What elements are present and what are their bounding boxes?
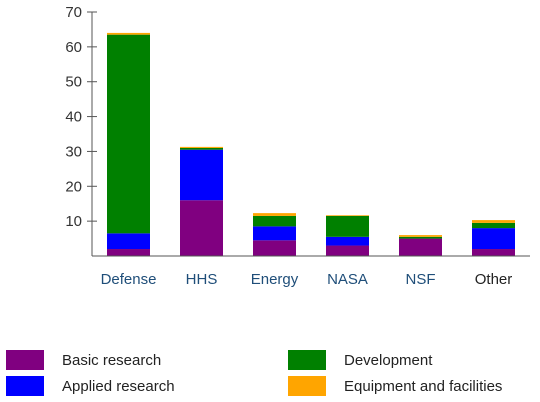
y-tick-label: 20 <box>65 178 82 195</box>
legend-label-development: Development <box>344 351 433 369</box>
x-category-label: Energy <box>251 271 299 288</box>
bar-segment <box>472 222 515 229</box>
legend: Basic research Applied research Developm… <box>0 340 540 400</box>
x-labels-group: Defense HHS Energy NASA NSF Other <box>101 271 513 288</box>
bar-segment <box>107 233 150 250</box>
legend-item-basic-research: Basic research <box>6 348 161 372</box>
bar-segment <box>326 215 369 237</box>
x-category-label: Defense <box>101 271 157 288</box>
y-tick-label: 70 <box>65 4 82 21</box>
y-tick-label: 40 <box>65 109 82 126</box>
bar-segment <box>399 238 442 256</box>
stacked-bar-chart: 10 20 30 40 50 60 70 Defense HHS Energy NASA NSF Ot… <box>65 4 530 288</box>
bar-segment <box>253 215 296 227</box>
bar-segment <box>326 215 369 216</box>
legend-swatch-equipment-and-facilities <box>288 376 326 396</box>
bar-segment <box>472 228 515 250</box>
bar-segment <box>180 149 223 201</box>
legend-item-applied-research: Applied research <box>6 374 175 398</box>
y-tick-label: 50 <box>65 74 82 91</box>
legend-label-basic-research: Basic research <box>62 351 162 369</box>
y-tick-label: 60 <box>65 39 82 56</box>
legend-swatch-basic-research <box>6 350 44 370</box>
legend-item-equipment-and-facilities: Equipment and facilities <box>288 374 502 398</box>
y-tick-label: 30 <box>65 143 82 160</box>
bar-segment <box>253 240 296 256</box>
legend-item-development: Development <box>288 348 432 372</box>
y-ticks-group: 10 20 30 40 50 60 70 <box>65 4 97 230</box>
legend-swatch-applied-research <box>6 376 44 396</box>
x-category-label: NSF <box>406 271 436 288</box>
bar-segment <box>180 146 223 148</box>
y-tick-label: 10 <box>65 213 82 230</box>
bars-group <box>107 32 515 256</box>
bar-segment <box>472 220 515 223</box>
bar-segment <box>326 236 369 246</box>
x-category-label: HHS <box>186 271 218 288</box>
bar-segment <box>107 32 150 35</box>
x-category-label: NASA <box>327 271 368 288</box>
bar-segment <box>253 226 296 241</box>
bar-segment <box>399 235 442 237</box>
legend-label-applied-research: Applied research <box>62 377 175 395</box>
bar-segment <box>253 213 296 216</box>
bar-segment <box>107 249 150 256</box>
x-category-label: Other <box>475 271 513 288</box>
legend-swatch-development <box>288 350 326 370</box>
bar-segment <box>107 34 150 234</box>
bar-segment <box>180 147 223 150</box>
legend-label-equipment-and-facilities: Equipment and facilities <box>344 377 503 395</box>
bar-segment <box>180 200 223 256</box>
bar-segment <box>472 249 515 256</box>
bar-segment <box>326 245 369 256</box>
bar-segment <box>399 236 442 239</box>
